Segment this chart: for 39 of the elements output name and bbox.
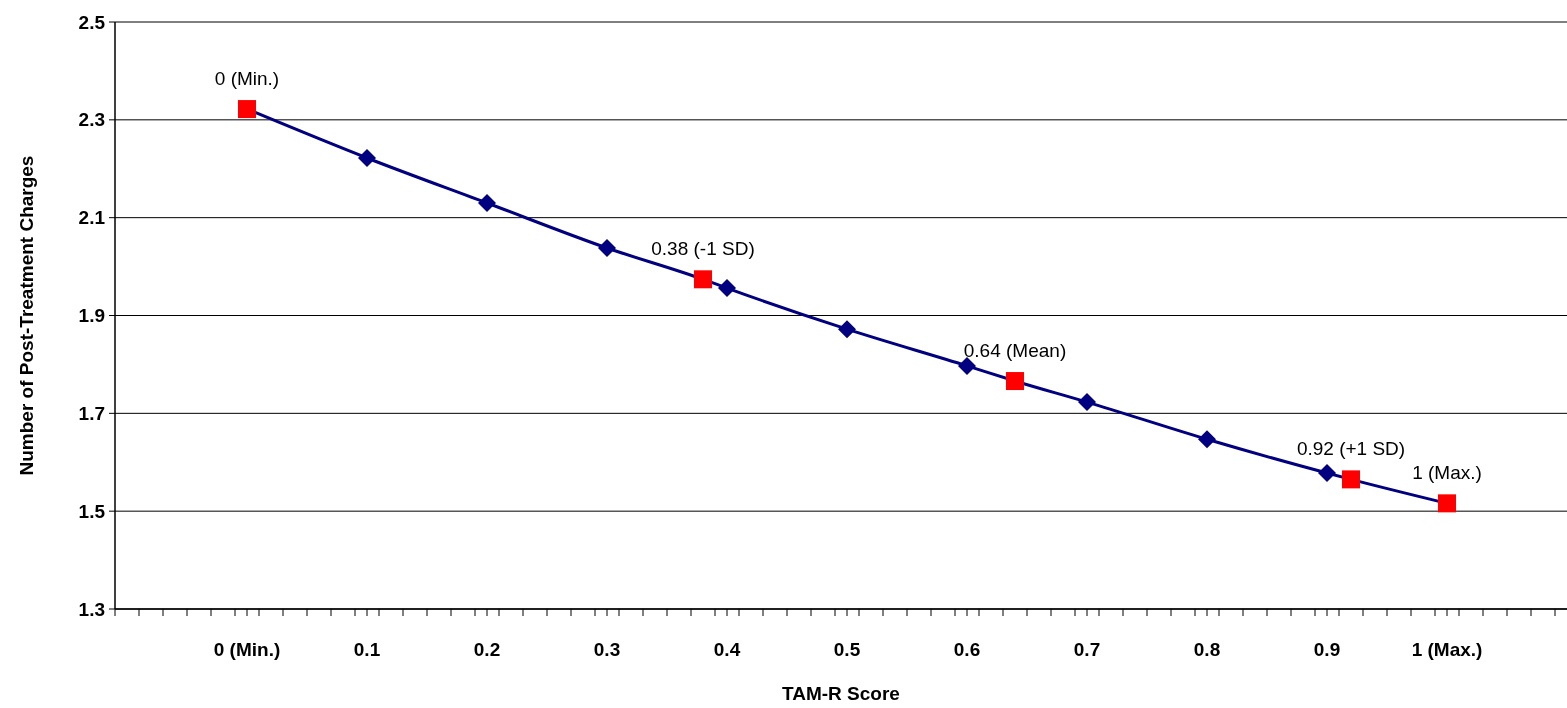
point — [694, 270, 712, 289]
point — [1198, 430, 1216, 449]
point — [238, 100, 256, 119]
annotation: 0 (Min.) — [214, 68, 280, 90]
annotation: 0.64 (Mean) — [963, 340, 1067, 362]
x-tick-label: 1 (Max.) — [1411, 639, 1483, 660]
x-tick-label: 0.4 — [713, 639, 741, 660]
y-axis-title: Number of Post-Treatment Charges — [16, 155, 37, 476]
x-tick-label: 0.6 — [953, 639, 981, 660]
x-tick-label: 0.5 — [833, 639, 861, 660]
y-tick-label: 1.9 — [78, 305, 105, 327]
x-tick-label: 0.9 — [1313, 639, 1341, 660]
x-tick-label: 0.8 — [1193, 639, 1221, 660]
x-tick-label: 0.7 — [1073, 639, 1101, 660]
y-tick-label: 1.5 — [78, 500, 106, 522]
annotation: 0.38 (-1 SD) — [651, 238, 755, 260]
point — [598, 239, 616, 257]
x-tick-label: 0.3 — [593, 639, 621, 660]
annotation: 0.92 (+1 SD) — [1296, 438, 1406, 460]
y-tick-label: 1.7 — [78, 402, 105, 424]
point — [1342, 470, 1360, 489]
point — [718, 279, 736, 298]
x-tick-label: 0.1 — [353, 639, 381, 660]
point — [1078, 393, 1096, 412]
annotation: 1 (Max.) — [1412, 462, 1482, 484]
point — [1006, 372, 1024, 391]
point — [838, 320, 856, 339]
point — [1438, 494, 1456, 513]
x-tick-label: 0 (Min.) — [213, 639, 281, 660]
y-tick-label: 2.5 — [78, 11, 106, 33]
point — [958, 356, 976, 375]
x-axis-title: TAM-R Score — [782, 683, 900, 704]
y-tick-label: 1.3 — [78, 598, 105, 620]
y-tick-label: 2.3 — [78, 109, 105, 131]
point — [358, 148, 376, 167]
y-tick-label: 2.1 — [78, 207, 106, 229]
point — [478, 193, 496, 212]
x-tick-label: 0.2 — [473, 639, 501, 660]
point — [1318, 464, 1336, 483]
